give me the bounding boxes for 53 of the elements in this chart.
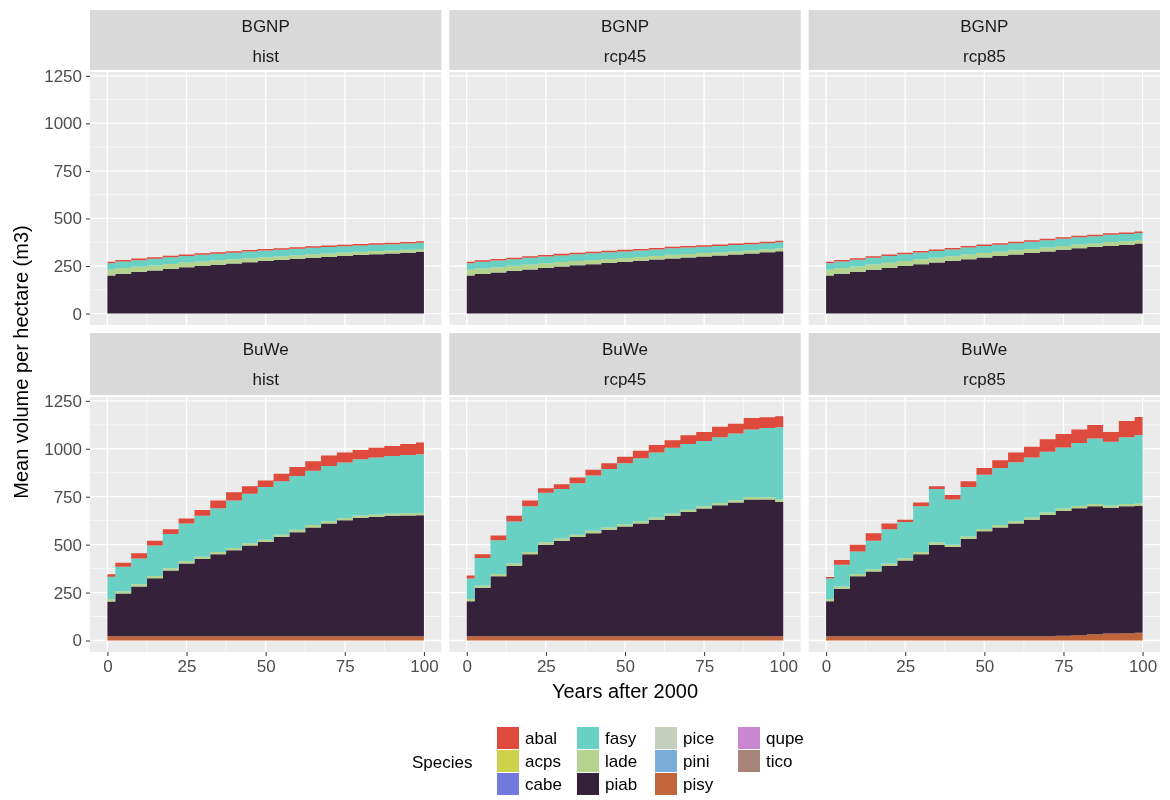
- y-tick-label: 500: [53, 535, 82, 555]
- y-tick-label: 0: [72, 631, 82, 651]
- x-tick-label: 50: [616, 657, 635, 677]
- y-tick-label: 1000: [44, 439, 82, 459]
- y-tick-label: 750: [53, 161, 82, 181]
- legend-label: abal: [525, 729, 558, 748]
- chart-title: BGNP: [600, 17, 650, 36]
- legend-label: cabe: [525, 775, 562, 794]
- chart-title: BuWe: [961, 340, 1008, 359]
- x-tick-label: 100: [769, 657, 798, 677]
- x-tick-label: 75: [335, 657, 355, 677]
- legend-label: acps: [525, 752, 561, 771]
- x-tick-label: 50: [975, 657, 995, 677]
- chart-subtitle: hist: [252, 370, 280, 389]
- legend-title: Species: [412, 752, 473, 772]
- chart-subtitle: rcp45: [603, 47, 647, 66]
- y-tick-label: 1250: [44, 391, 82, 411]
- x-tick-label: 100: [410, 657, 439, 677]
- x-tick-label: 50: [256, 657, 276, 677]
- y-tick-label: 500: [53, 209, 82, 229]
- chart-title: BGNP: [241, 17, 290, 36]
- chart-subtitle: rcp85: [963, 370, 1006, 389]
- y-tick-label: 1250: [44, 66, 82, 86]
- x-tick-label: 0: [821, 657, 832, 677]
- legend-label: pini: [683, 752, 710, 771]
- y-tick-label: 1000: [44, 114, 82, 134]
- legend-label: tico: [766, 752, 793, 771]
- legend-label: lade: [605, 752, 638, 771]
- x-tick-label: 25: [536, 657, 556, 677]
- chart-title: BuWe: [242, 340, 289, 359]
- chart-subtitle: hist: [252, 47, 280, 66]
- y-tick-label: 250: [53, 256, 82, 276]
- x-axis-title: Years after 2000: [551, 680, 699, 702]
- y-tick-label: 0: [72, 304, 82, 324]
- x-tick-label: 25: [896, 657, 916, 677]
- x-tick-label: 25: [177, 657, 197, 677]
- y-tick-label: 250: [53, 583, 82, 603]
- chart-subtitle: rcp45: [603, 370, 647, 389]
- chart-title: BGNP: [960, 17, 1009, 36]
- legend-label: fasy: [605, 729, 637, 748]
- chart-title: BuWe: [602, 340, 648, 359]
- legend-label: pisy: [683, 775, 714, 794]
- x-tick-label: 75: [1054, 657, 1074, 677]
- legend-label: qupe: [766, 729, 804, 748]
- y-axis-title: Mean volume per hectare (m3): [10, 225, 32, 499]
- x-tick-label: 100: [1128, 657, 1158, 677]
- x-tick-label: 75: [695, 657, 715, 677]
- legend-label: piab: [605, 775, 638, 794]
- legend-label: pice: [683, 729, 715, 748]
- x-tick-label: 0: [462, 657, 472, 677]
- y-tick-label: 750: [53, 487, 82, 507]
- x-tick-label: 0: [103, 657, 113, 677]
- chart-subtitle: rcp85: [963, 47, 1006, 66]
